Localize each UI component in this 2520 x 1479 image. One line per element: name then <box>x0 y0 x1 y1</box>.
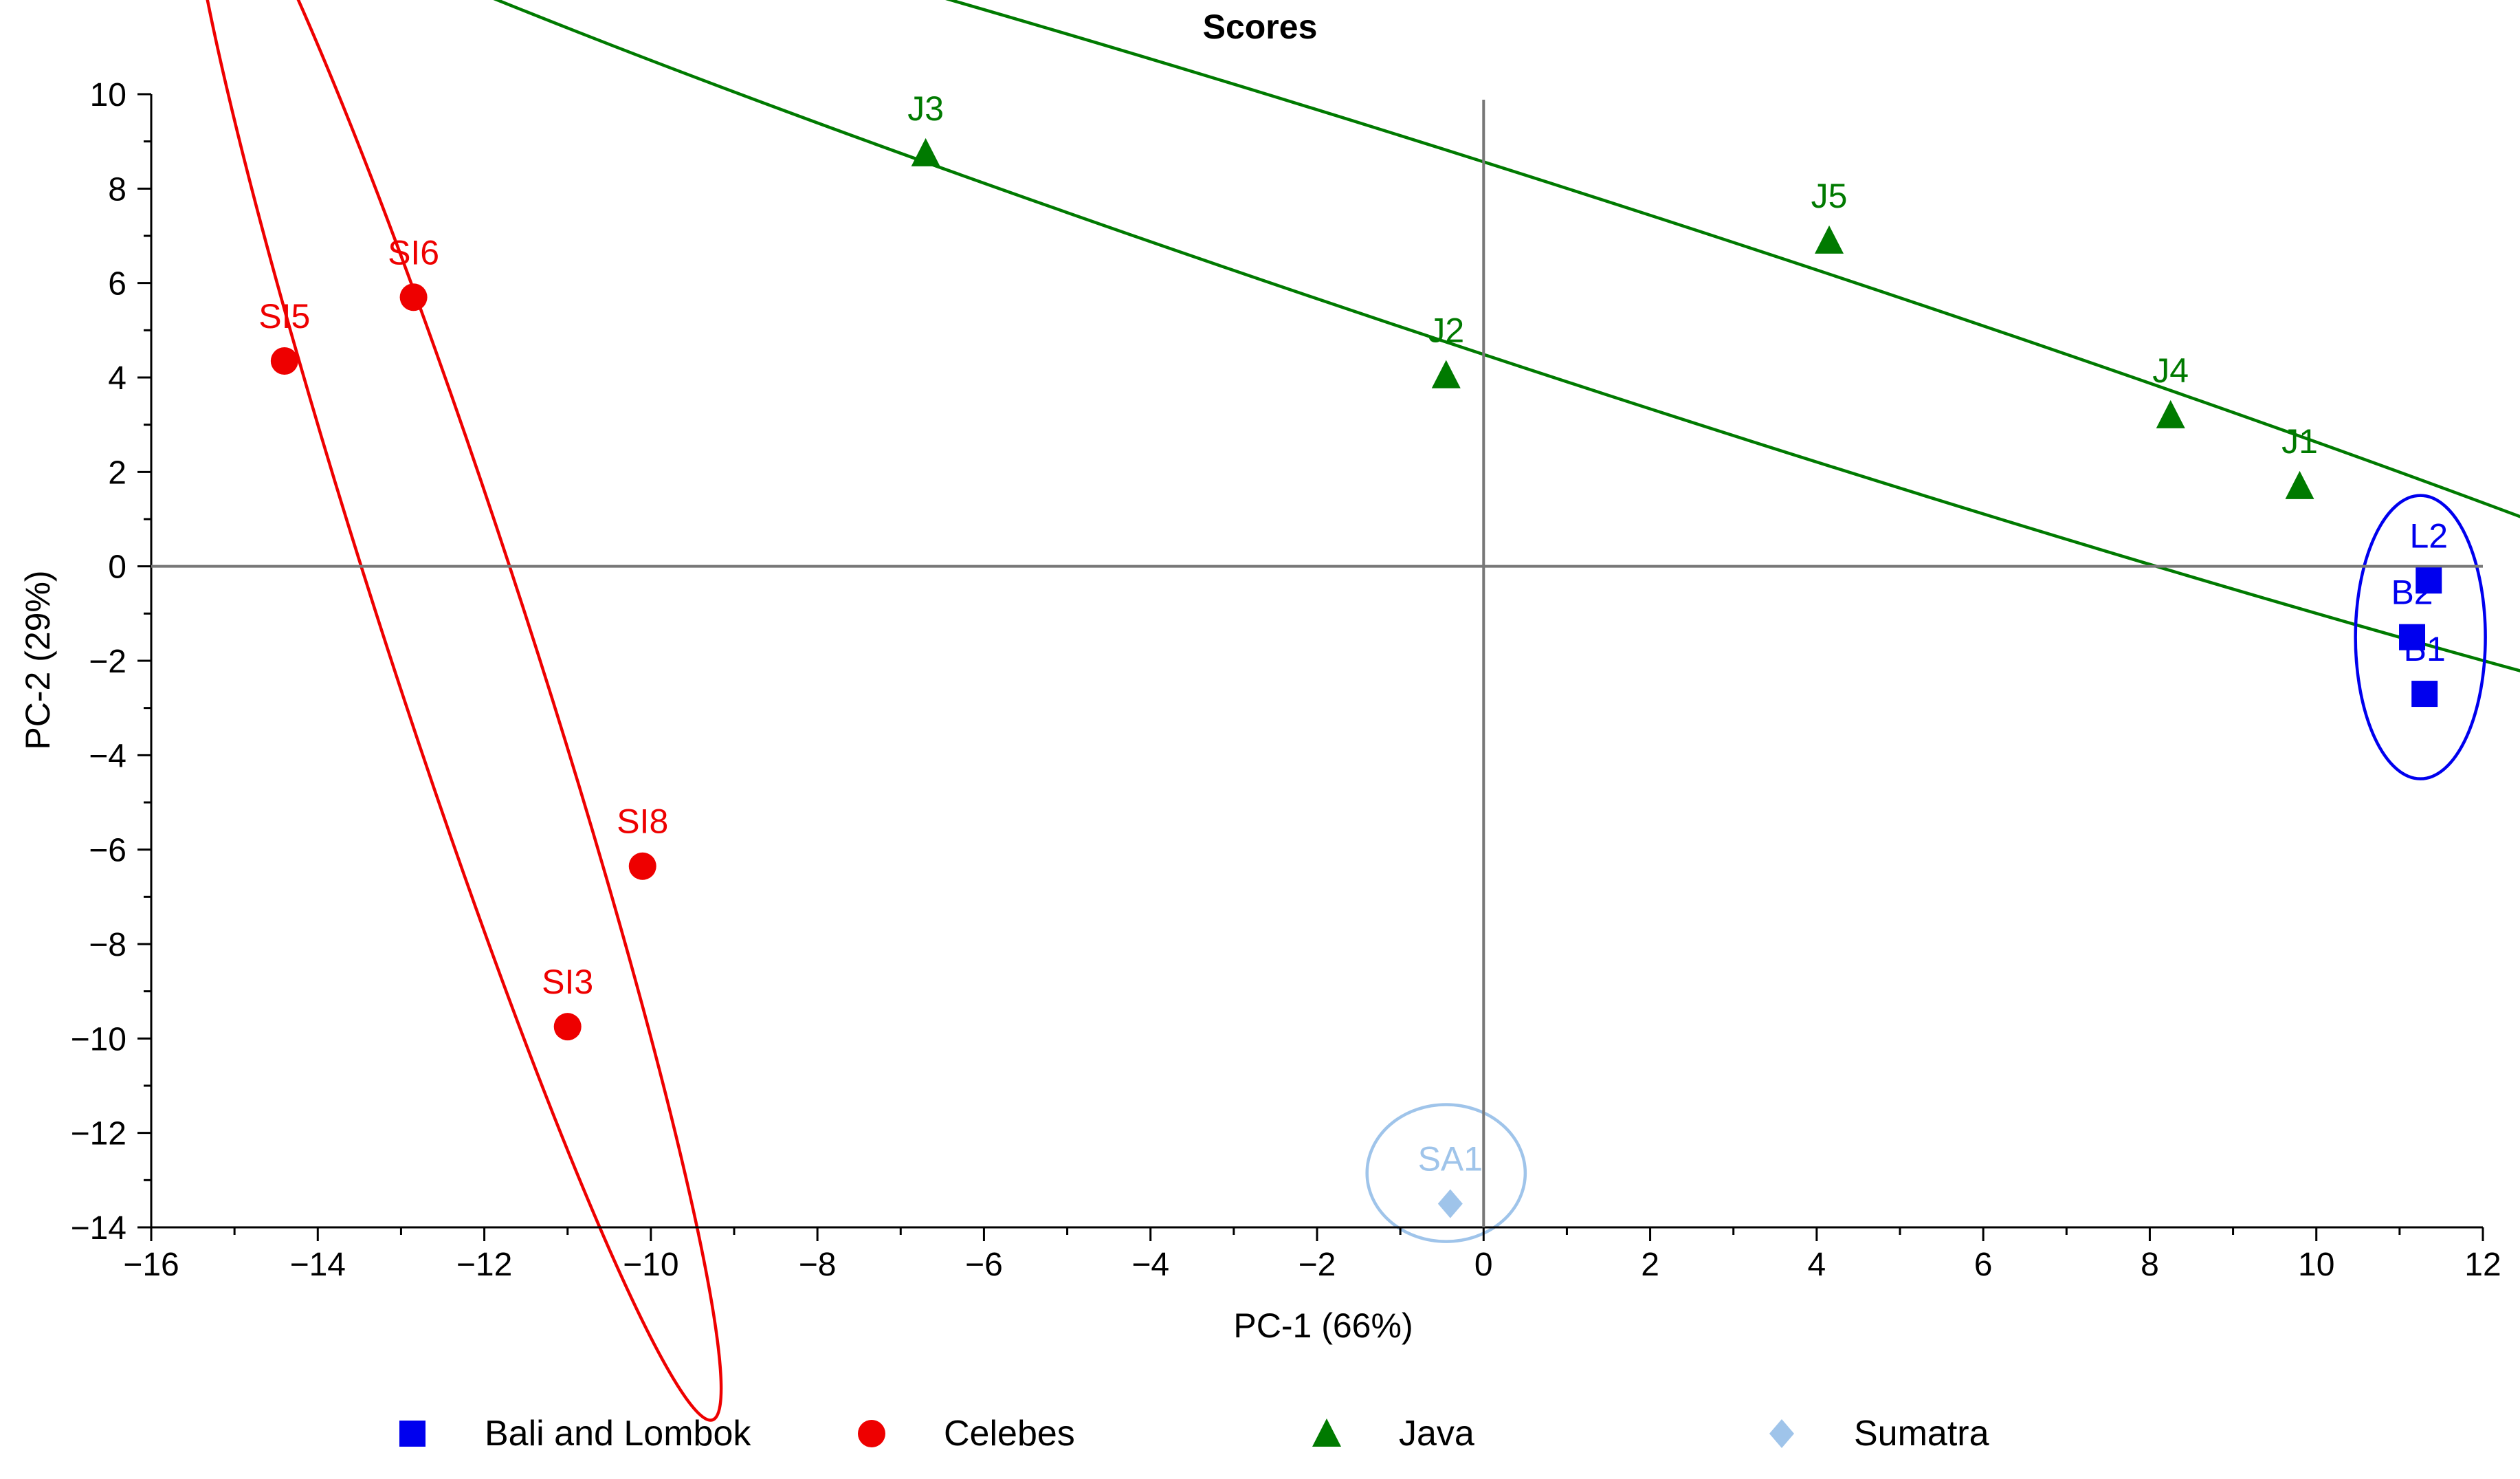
x-tick-label: 0 <box>1474 1247 1493 1283</box>
x-tick-label: 4 <box>1808 1247 1826 1283</box>
confidence-ellipses <box>166 0 2520 1422</box>
y-tick-label: 4 <box>108 360 126 397</box>
point-label-j5: J5 <box>1811 177 1848 215</box>
point-label-si8: SI8 <box>617 802 668 841</box>
legend-label: Celebes <box>944 1414 1075 1454</box>
point-labels: L2 B2 B1 SI5 SI6 SI8 SI3 J3 J5 J2 J4 J1 SA1 <box>258 89 2448 1179</box>
y-axis-label: PC-2 (29%) <box>19 570 57 749</box>
legend-label: Bali and Lombok <box>485 1414 751 1454</box>
point-si3 <box>553 1013 582 1041</box>
y-tick-label: −8 <box>89 927 126 963</box>
point-b2 <box>2399 624 2426 650</box>
y-tick-label: 0 <box>108 549 126 586</box>
y-tick-label: 10 <box>90 77 126 113</box>
point-j5 <box>1815 225 1844 254</box>
point-sa1 <box>1437 1189 1463 1218</box>
point-label-j1: J1 <box>2281 422 2318 461</box>
x-tick-label: −6 <box>965 1247 1003 1283</box>
x-tick-label: −8 <box>799 1247 837 1283</box>
point-label-si5: SI5 <box>258 297 310 336</box>
y-tick-label: 2 <box>108 454 126 491</box>
legend-marker <box>399 1421 425 1447</box>
x-axis-label: PC-1 (66%) <box>1233 1306 1413 1345</box>
x-tick-label: 12 <box>2464 1247 2501 1283</box>
point-l2 <box>2416 567 2442 594</box>
legend-label: Java <box>1399 1414 1474 1454</box>
legend-marker <box>1769 1419 1794 1448</box>
point-si8 <box>628 852 656 880</box>
point-label-j3: J3 <box>907 89 944 128</box>
ellipse-bali-and-lombok <box>2354 494 2487 780</box>
x-tick-label: −2 <box>1298 1247 1336 1283</box>
point-b1 <box>2411 681 2438 708</box>
legend-marker <box>1312 1418 1341 1447</box>
point-label-b1: B1 <box>2404 630 2446 668</box>
x-tick-label: 10 <box>2298 1247 2334 1283</box>
point-label-b2: B2 <box>2391 573 2433 612</box>
x-tick-label: −4 <box>1131 1247 1169 1283</box>
point-label-si6: SI6 <box>388 233 439 272</box>
point-si5 <box>270 347 298 375</box>
y-tick-label: −4 <box>89 738 126 774</box>
ellipse-sumatra <box>1365 1103 1527 1243</box>
legend-item-celebes: Celebes <box>858 1414 1075 1454</box>
point-label-sa1: SA1 <box>1418 1140 1483 1179</box>
y-tick-label: 6 <box>108 266 126 303</box>
point-label-si3: SI3 <box>542 963 593 1001</box>
point-label-j4: J4 <box>2152 351 2189 390</box>
point-j3 <box>911 138 940 166</box>
legend-label: Sumatra <box>1854 1414 1989 1454</box>
y-tick-label: −2 <box>89 644 126 680</box>
axes: −16 −14 −12 −10 −8 −6 −4 −2 0 2 4 6 8 10 12−14−12−10−8… <box>71 77 2501 1283</box>
point-si6 <box>399 283 428 311</box>
legend-marker <box>858 1420 885 1447</box>
point-j2 <box>1431 360 1461 388</box>
y-tick-label: −14 <box>71 1210 126 1247</box>
x-tick-label: 2 <box>1641 1247 1659 1283</box>
legend: Bali and Lombok Celebes Java Sumatra <box>399 1414 1989 1454</box>
ellipse-java <box>166 0 2520 793</box>
point-label-j2: J2 <box>1428 311 1464 350</box>
ellipse-celebes <box>187 0 723 1422</box>
legend-item-java: Java <box>1312 1414 1474 1454</box>
x-tick-label: −10 <box>623 1247 678 1283</box>
x-tick-label: 6 <box>1974 1247 1993 1283</box>
x-tick-label: 8 <box>2141 1247 2159 1283</box>
x-tick-label: −12 <box>456 1247 512 1283</box>
y-tick-label: 8 <box>108 171 126 208</box>
y-tick-label: −6 <box>89 833 126 869</box>
data-points <box>270 138 2442 1218</box>
point-j4 <box>2156 399 2185 428</box>
point-label-l2: L2 <box>2409 516 2448 555</box>
x-tick-label: −16 <box>123 1247 179 1283</box>
y-tick-label: −12 <box>71 1116 126 1152</box>
chart-title: Scores <box>1203 8 1318 46</box>
y-tick-label: −10 <box>71 1021 126 1058</box>
point-j1 <box>2285 470 2314 499</box>
legend-item-bali-and-lombok: Bali and Lombok <box>399 1414 751 1454</box>
legend-item-sumatra: Sumatra <box>1769 1414 1989 1454</box>
x-tick-label: −14 <box>290 1247 346 1283</box>
